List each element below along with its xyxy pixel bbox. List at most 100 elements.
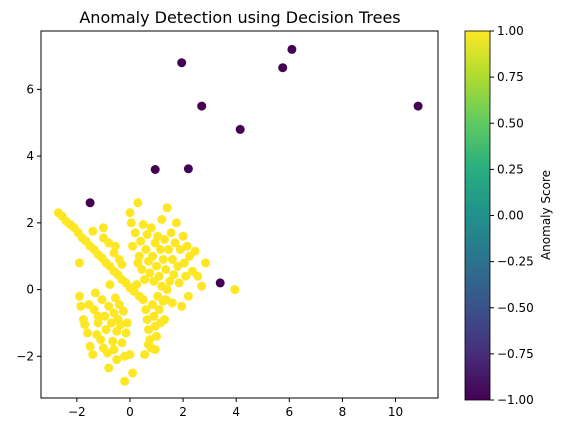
normal-point	[120, 376, 130, 386]
normal-point	[133, 258, 143, 268]
normal-point	[118, 306, 128, 316]
normal-point	[114, 300, 124, 310]
normal-point	[84, 300, 94, 310]
normal-point	[105, 280, 115, 290]
y-tick-label: 0	[26, 283, 34, 297]
normal-point	[132, 280, 142, 290]
x-tick-label: −2	[68, 405, 86, 419]
normal-point	[90, 288, 100, 298]
normal-point	[161, 295, 171, 305]
colorbar-tick-label: −0.25	[497, 255, 534, 269]
normal-point	[134, 251, 144, 261]
normal-point	[230, 285, 240, 295]
colorbar-tick-label: 0.50	[497, 116, 524, 130]
normal-point	[101, 325, 111, 335]
normal-point	[150, 345, 160, 355]
x-tick-label: 4	[232, 405, 240, 419]
normal-point	[182, 241, 192, 251]
normal-point	[179, 258, 189, 268]
normal-point	[112, 326, 122, 336]
normal-point	[75, 258, 84, 268]
normal-point	[128, 241, 138, 251]
normal-point	[97, 295, 107, 305]
normal-point	[174, 278, 184, 288]
normal-point	[137, 265, 147, 274]
normal-point	[110, 293, 120, 303]
normal-point	[177, 301, 187, 311]
anomaly-point	[183, 164, 193, 174]
anomaly-point	[215, 278, 225, 288]
y-tick-label: 2	[26, 216, 34, 230]
normal-point	[162, 285, 172, 295]
normal-point	[125, 208, 135, 218]
normal-point	[154, 271, 164, 281]
normal-point	[109, 345, 119, 355]
normal-point	[161, 265, 171, 274]
normal-point	[92, 330, 102, 340]
normal-point	[117, 338, 127, 348]
x-tick-label: 2	[179, 405, 187, 419]
normal-point	[156, 245, 165, 254]
normal-point	[148, 251, 157, 261]
normal-point	[104, 238, 114, 248]
x-axis: −2 0 2 4 6 8 10	[68, 398, 403, 419]
normal-point	[178, 231, 188, 241]
normal-point	[145, 268, 155, 278]
normal-point	[197, 281, 207, 291]
normal-point	[83, 328, 92, 338]
normal-point	[104, 301, 114, 311]
x-tick-label: 10	[388, 405, 403, 419]
normal-point	[109, 308, 119, 318]
normal-point	[136, 236, 146, 246]
normal-point	[162, 203, 172, 213]
normal-point	[122, 318, 132, 328]
anomaly-point	[85, 198, 95, 208]
normal-point	[88, 226, 98, 236]
normal-point	[104, 363, 114, 373]
normal-point	[138, 295, 148, 305]
normal-point	[142, 315, 152, 325]
y-axis: −2 0 2 4 6	[16, 82, 41, 363]
colorbar-tick-label: 0.00	[497, 209, 524, 223]
anomaly-point	[177, 58, 187, 68]
colorbar-tick-label: 1.00	[497, 24, 524, 38]
normal-point	[160, 235, 169, 244]
normal-point	[80, 320, 90, 330]
normal-point	[142, 230, 152, 239]
normal-point	[93, 318, 103, 328]
normal-point	[153, 231, 163, 241]
normal-point	[167, 255, 177, 264]
anomaly-point	[197, 101, 207, 111]
normal-point	[149, 311, 159, 321]
y-tick-label: 4	[26, 149, 34, 163]
normal-point	[144, 325, 153, 335]
anomaly-point	[413, 101, 423, 111]
normal-point	[193, 271, 203, 281]
anomaly-point	[235, 124, 245, 134]
normal-point	[85, 341, 95, 351]
x-tick-label: 6	[285, 405, 293, 419]
colorbar-tick-label: 0.75	[497, 70, 524, 84]
normal-point	[100, 311, 110, 321]
points-layer	[53, 44, 423, 386]
normal-point	[110, 241, 120, 251]
normal-point	[126, 218, 136, 228]
normal-point	[175, 245, 185, 254]
y-tick-label: −2	[16, 349, 34, 363]
normal-point	[158, 255, 168, 264]
normal-point	[201, 258, 211, 268]
normal-point	[154, 305, 164, 315]
y-tick-label: 6	[26, 82, 34, 96]
normal-point	[141, 305, 151, 315]
normal-point	[164, 245, 173, 254]
normal-point	[128, 368, 138, 378]
normal-point	[98, 223, 108, 233]
normal-point	[152, 261, 161, 271]
normal-point	[117, 260, 127, 269]
normal-point	[148, 300, 157, 310]
normal-point	[152, 331, 161, 341]
plot-area	[41, 31, 438, 398]
normal-point	[138, 220, 148, 229]
normal-point	[165, 276, 175, 286]
anomaly-point	[287, 44, 297, 54]
